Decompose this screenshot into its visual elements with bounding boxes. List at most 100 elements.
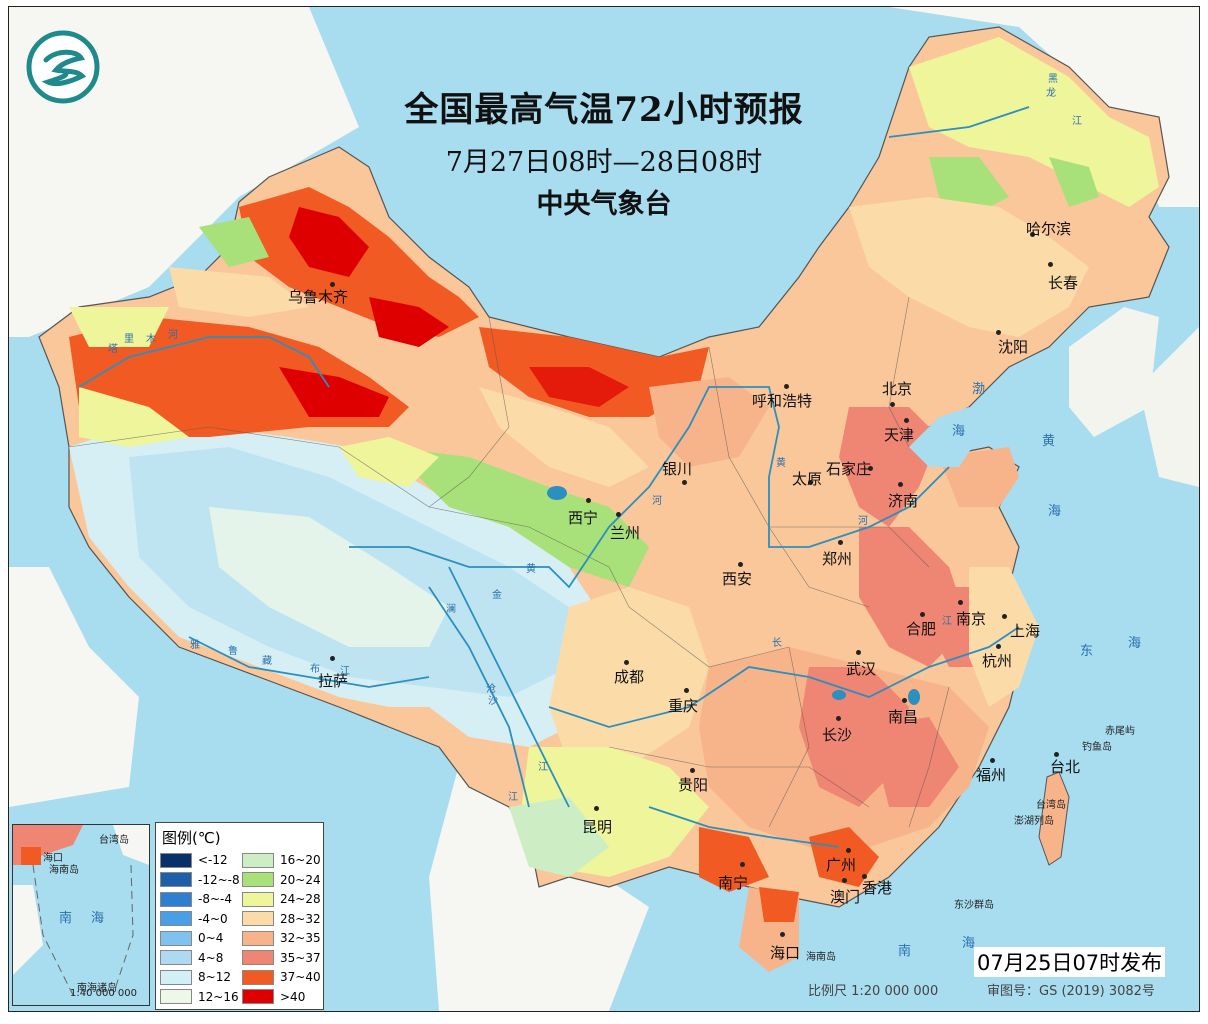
city-label: 台北: [1050, 758, 1081, 776]
city-marker: [624, 660, 629, 665]
river-label: 藏: [262, 656, 272, 667]
city-label: 贵阳: [678, 776, 709, 794]
city-marker: [1030, 232, 1035, 237]
city-label: 广州: [826, 856, 857, 874]
city-label: 太原: [792, 470, 823, 488]
city-label: 南京: [956, 610, 987, 628]
city-label: 郑州: [822, 550, 853, 568]
island-label: 东沙群岛: [954, 900, 994, 911]
river-label: 鲁: [228, 646, 238, 657]
city-label: 北京: [882, 380, 913, 398]
sea-label: 黄: [1042, 434, 1056, 449]
legend-label: <-12: [198, 853, 228, 867]
island-label: 海南岛: [806, 952, 836, 963]
legend-item: 4~8: [160, 949, 223, 967]
river-label: 龙: [1046, 88, 1056, 99]
legend-swatch: [160, 852, 192, 868]
legend-swatch: [242, 930, 274, 946]
city-marker: [1002, 614, 1007, 619]
city-marker: [1054, 752, 1059, 757]
city-marker: [1048, 262, 1053, 267]
legend-item: 16~20: [242, 851, 321, 869]
legend-item: 37~40: [242, 968, 321, 986]
city-marker: [740, 862, 745, 867]
city-marker: [836, 716, 841, 721]
inset-label: 海口: [43, 853, 63, 864]
legend-item: 24~28: [242, 890, 321, 908]
legend-label: -8~-4: [198, 892, 232, 906]
legend-label: >40: [280, 989, 306, 1004]
city-marker: [330, 656, 335, 661]
river-label: 河: [168, 330, 178, 341]
city-marker: [330, 282, 335, 287]
taiwan-island: [1038, 771, 1070, 866]
city-marker: [898, 482, 903, 487]
legend-swatch: [242, 872, 274, 887]
city-label: 重庆: [668, 697, 699, 715]
island-label: 台湾岛: [1036, 800, 1066, 811]
inset-sea-label: 海: [91, 911, 105, 926]
city-marker: [586, 498, 591, 503]
city-marker: [862, 874, 867, 879]
legend-item: 0~4: [160, 929, 223, 947]
city-marker: [990, 758, 995, 763]
city-label: 南昌: [888, 708, 919, 726]
city-label: 武汉: [846, 660, 877, 678]
city-marker: [904, 418, 909, 423]
river-label: 江: [538, 762, 548, 773]
island-label: 澎湖列岛: [1014, 816, 1054, 827]
island-label: 赤尾屿: [1105, 726, 1135, 737]
legend-label: 16~20: [280, 853, 321, 867]
map-frame: [8, 6, 1200, 1012]
city-marker: [996, 330, 1001, 335]
river-label: 江: [1072, 116, 1082, 127]
legend-item: 8~12: [160, 968, 231, 986]
legend-swatch: [160, 989, 192, 1004]
legend-swatch: [160, 930, 192, 946]
sea-label: 海: [1128, 636, 1142, 651]
legend-swatch: [242, 891, 274, 907]
legend-item: 32~35: [242, 929, 321, 947]
legend-label: 24~28: [280, 892, 321, 906]
city-label: 西安: [722, 570, 753, 588]
city-label: 乌鲁木齐: [288, 288, 349, 306]
city-label: 南宁: [718, 874, 749, 892]
city-marker: [846, 848, 851, 853]
map-title: 全国最高气温72小时预报: [404, 90, 804, 130]
river-label: 布: [310, 664, 320, 675]
river-label: 江: [340, 666, 350, 677]
city-label: 济南: [888, 492, 919, 510]
river-label: 沧: [486, 684, 496, 695]
city-marker: [996, 644, 1001, 649]
city-label: 石家庄: [826, 460, 872, 478]
sea-label: 海: [1048, 504, 1062, 519]
weather-logo: [26, 30, 100, 104]
river-label: 塔: [108, 344, 118, 355]
inset-label: 海南岛: [49, 865, 79, 876]
legend-swatch: [242, 950, 274, 965]
city-label: 香港: [862, 879, 893, 897]
legend-swatch: [160, 950, 192, 965]
city-label: 沈阳: [998, 338, 1029, 356]
city-label: 长沙: [822, 726, 853, 744]
review-number: 审图号：GS (2019) 3082号: [987, 984, 1155, 999]
river-label: 江: [942, 616, 952, 627]
city-label: 上海: [1010, 622, 1041, 640]
city-label: 海口: [770, 944, 801, 962]
city-marker: [684, 688, 689, 693]
city-label: 银川: [662, 460, 693, 478]
legend-swatch: [242, 989, 274, 1004]
city-marker: [616, 512, 621, 517]
river-label: 江: [508, 792, 518, 803]
scale-text: 比例尺 1:20 000 000: [808, 984, 939, 999]
river-label: 黑: [1048, 74, 1058, 85]
legend-label: -4~0: [198, 911, 228, 926]
legend-item: 35~37: [242, 949, 321, 967]
legend-swatch: [242, 969, 274, 985]
city-label: 西宁: [568, 509, 599, 527]
city-marker: [838, 540, 843, 545]
city-label: 天津: [884, 426, 915, 444]
issuer-name: 中央气象台: [536, 189, 672, 220]
inset-label: 南海诸岛: [77, 983, 117, 994]
river-label: 木: [146, 334, 156, 345]
